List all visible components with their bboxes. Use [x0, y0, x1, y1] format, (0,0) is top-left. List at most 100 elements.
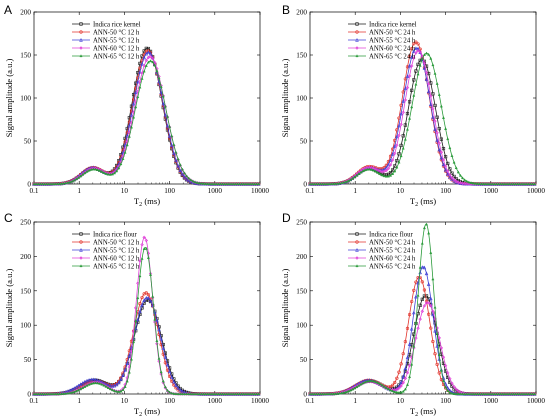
marker [321, 182, 325, 186]
marker [357, 172, 361, 175]
marker [329, 182, 333, 186]
marker [448, 376, 452, 381]
legend-label: ANN-60 °C 24 h [369, 45, 416, 52]
marker [403, 387, 407, 391]
x-axis-label: T2 (ms) [134, 196, 160, 208]
marker [437, 93, 441, 96]
marker [509, 392, 513, 396]
marker [412, 56, 416, 60]
marker [134, 105, 138, 109]
marker [355, 385, 359, 389]
marker [182, 171, 186, 175]
marker [195, 181, 199, 184]
marker [159, 372, 163, 376]
marker [420, 297, 424, 301]
marker [374, 169, 378, 173]
marker [533, 392, 537, 396]
marker [437, 147, 442, 152]
marker [79, 22, 83, 26]
marker [79, 264, 83, 268]
marker [319, 182, 323, 186]
marker [357, 383, 361, 387]
marker [355, 256, 359, 260]
marker [161, 346, 166, 350]
marker [150, 56, 155, 61]
marker [395, 165, 399, 169]
marker [169, 143, 174, 147]
marker [412, 42, 416, 46]
marker [431, 115, 435, 119]
marker [323, 392, 327, 396]
marker [136, 76, 140, 80]
marker [393, 164, 397, 168]
marker [486, 182, 490, 186]
marker [509, 182, 513, 186]
marker [518, 392, 522, 396]
marker [422, 304, 427, 308]
marker [492, 392, 496, 396]
marker [212, 392, 216, 396]
marker [367, 379, 371, 383]
marker [469, 181, 473, 184]
marker [62, 181, 66, 185]
marker [355, 173, 359, 177]
marker [412, 310, 416, 315]
marker [32, 182, 36, 186]
marker [81, 386, 85, 390]
marker [216, 182, 220, 186]
marker [129, 109, 134, 113]
legend-label: ANN-50 °C 24 h [369, 29, 416, 36]
legend-label: ANN-50 °C 12 h [93, 239, 140, 246]
marker [441, 116, 445, 119]
marker [397, 370, 401, 374]
marker [414, 336, 418, 340]
marker [57, 182, 61, 185]
marker [454, 387, 458, 391]
marker [244, 182, 248, 186]
y-tick-label: 150 [296, 287, 307, 295]
marker [346, 389, 350, 393]
x-tick-label: 10000 [251, 397, 269, 405]
series-line [34, 60, 260, 185]
marker [93, 167, 97, 171]
marker [104, 171, 108, 175]
marker [131, 97, 136, 102]
marker [420, 241, 424, 245]
marker [418, 50, 422, 54]
marker [238, 392, 242, 396]
marker [155, 342, 159, 346]
series-5 [32, 246, 261, 396]
marker [146, 293, 151, 297]
marker [144, 295, 149, 300]
marker [418, 317, 422, 321]
marker [229, 182, 233, 186]
marker [225, 392, 229, 396]
marker [422, 53, 426, 56]
marker [40, 182, 44, 186]
marker [136, 296, 140, 300]
chart-panel-b: B 0.1 1 10 100 1000 10000 0 50 100 150 200 T2 (ms) Si… [280, 3, 545, 208]
marker [520, 392, 524, 396]
marker [45, 182, 49, 186]
marker [420, 265, 425, 269]
marker [452, 178, 456, 183]
marker [465, 179, 469, 183]
marker [123, 142, 127, 147]
marker [231, 182, 235, 186]
marker [231, 392, 235, 396]
marker [456, 392, 460, 396]
marker [401, 352, 405, 356]
marker [76, 175, 80, 179]
marker [140, 71, 144, 75]
series-5 [32, 59, 261, 186]
marker [70, 390, 74, 394]
marker [435, 81, 439, 85]
marker [180, 172, 185, 176]
x-tick-label: 10 [397, 397, 405, 405]
marker [399, 111, 403, 116]
x-tick-label: 10000 [251, 187, 269, 195]
marker [174, 158, 178, 162]
marker [503, 392, 507, 396]
marker [392, 144, 397, 148]
